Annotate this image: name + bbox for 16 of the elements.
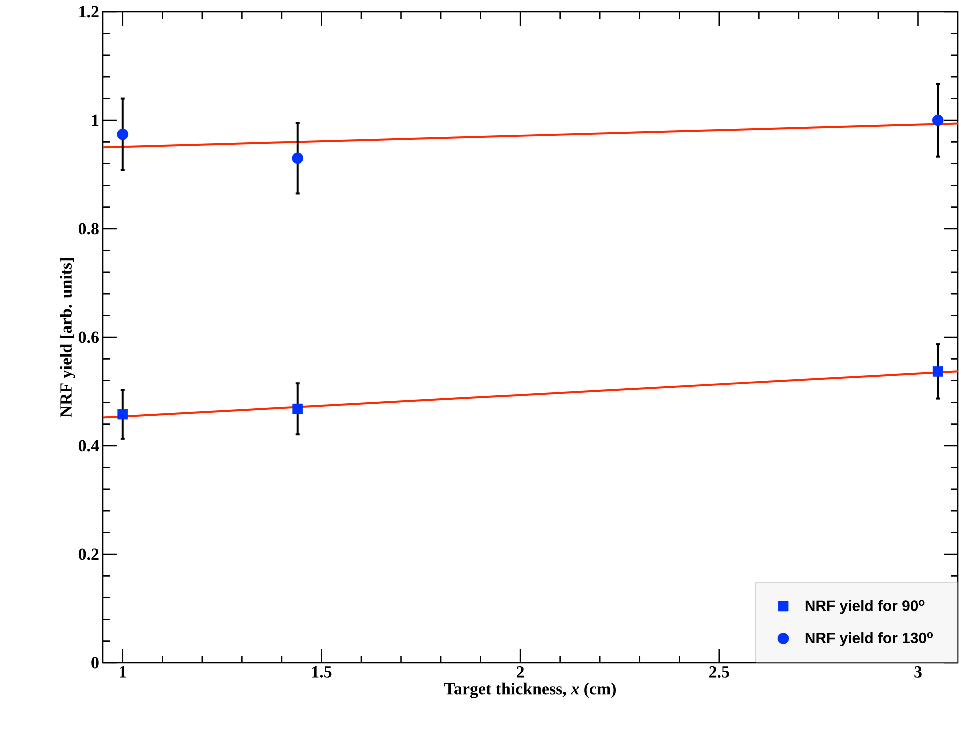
legend-label: NRF yield for 90$^{o}$ [806,600,925,614]
x-tick-label: 3 [914,666,922,678]
y-tick-label: 0.8 [78,223,99,235]
x-tick-label: 2 [517,666,524,678]
x-tick-label: 1.5 [312,666,332,678]
x-axis-title: Target thickness, x (cm) [444,682,616,698]
y-tick-label: 1.2 [80,6,99,18]
y-tick-label: 0.4 [78,440,100,452]
x-tick-label: 2.5 [710,666,730,678]
y-axis-title: NRF yield [arb. units] [60,258,76,418]
x-tick-label: 1 [120,666,126,678]
y-tick-label: 0.6 [78,332,99,344]
y-tick-label: 1 [92,114,99,126]
y-tick-label: 0 [92,657,99,669]
legend-label: NRF yield for 130$^{o}$ [806,632,933,646]
y-tick-label: 0.2 [78,548,99,560]
